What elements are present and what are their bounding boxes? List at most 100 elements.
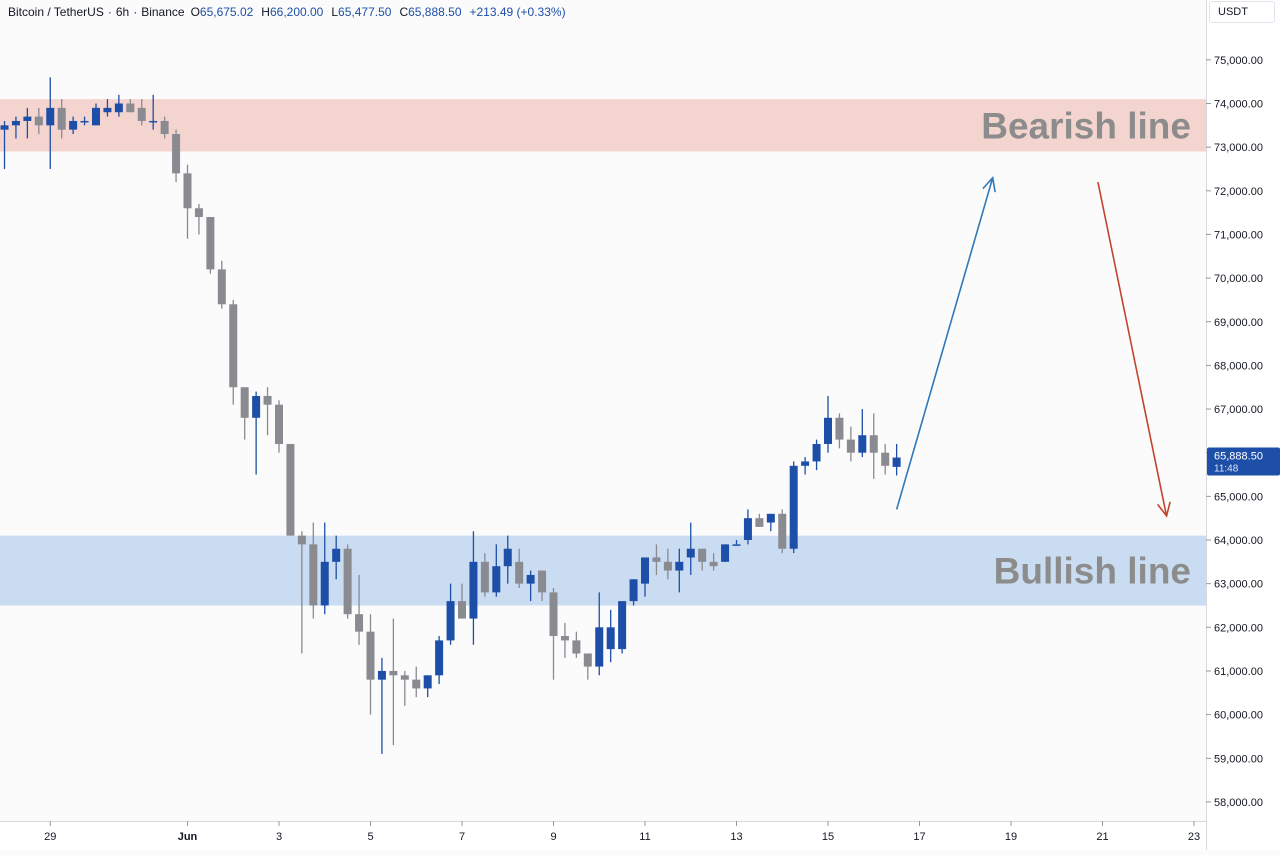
candle-up[interactable] bbox=[812, 439, 821, 471]
arrow-down[interactable] bbox=[1097, 181, 1171, 518]
candle-down[interactable] bbox=[355, 574, 364, 645]
candle-down[interactable] bbox=[583, 653, 592, 680]
candle-down[interactable] bbox=[709, 553, 718, 571]
candle-up[interactable] bbox=[721, 544, 730, 562]
candle-up[interactable] bbox=[766, 513, 775, 532]
candle-down[interactable] bbox=[137, 99, 146, 126]
candle-down[interactable] bbox=[835, 413, 844, 449]
candle-up[interactable] bbox=[892, 443, 901, 476]
candle-body bbox=[515, 561, 524, 584]
candle-down[interactable] bbox=[229, 299, 238, 405]
candle-up[interactable] bbox=[46, 77, 55, 169]
time-axis[interactable] bbox=[0, 821, 1206, 850]
candle-down[interactable] bbox=[183, 164, 192, 239]
candle-up[interactable] bbox=[526, 570, 535, 602]
candle-down[interactable] bbox=[755, 513, 764, 527]
candle-down[interactable] bbox=[172, 129, 181, 183]
candle-down[interactable] bbox=[297, 531, 306, 654]
candle-body bbox=[0, 125, 9, 130]
y-tick-label: 75,000.00 bbox=[1214, 55, 1263, 67]
candle-down[interactable] bbox=[538, 570, 547, 602]
candle-up[interactable] bbox=[606, 609, 615, 663]
candle-up[interactable] bbox=[492, 544, 501, 597]
symbol-name[interactable]: Bitcoin / TetherUS bbox=[8, 5, 104, 19]
candle-body bbox=[824, 417, 832, 444]
candle-down[interactable] bbox=[549, 588, 558, 680]
candle-down[interactable] bbox=[309, 522, 318, 619]
candle-down[interactable] bbox=[194, 203, 203, 235]
candle-down[interactable] bbox=[400, 670, 409, 706]
interval-label[interactable]: 6h bbox=[115, 5, 130, 19]
candle-up[interactable] bbox=[0, 120, 9, 169]
candle-up[interactable] bbox=[423, 675, 432, 698]
candle-down[interactable] bbox=[263, 387, 272, 436]
candle-up[interactable] bbox=[103, 99, 112, 117]
candle-up[interactable] bbox=[11, 116, 20, 139]
y-tick-label: 73,000.00 bbox=[1214, 142, 1263, 154]
candle-down[interactable] bbox=[343, 544, 352, 619]
candle-down[interactable] bbox=[240, 387, 249, 440]
high-value: 66,200.00 bbox=[269, 5, 324, 19]
candle-up[interactable] bbox=[80, 116, 89, 126]
candle-down[interactable] bbox=[778, 509, 787, 554]
candle-down[interactable] bbox=[412, 666, 421, 698]
candle-down[interactable] bbox=[34, 107, 43, 135]
candle-up[interactable] bbox=[743, 509, 752, 545]
candle-up[interactable] bbox=[858, 409, 867, 458]
candle-down[interactable] bbox=[366, 614, 375, 715]
candle-down[interactable] bbox=[652, 544, 661, 575]
candle-down[interactable] bbox=[217, 260, 226, 309]
candle-down[interactable] bbox=[663, 548, 672, 580]
candle-down[interactable] bbox=[389, 618, 398, 746]
candle-body bbox=[526, 574, 535, 584]
candle-up[interactable] bbox=[503, 535, 512, 584]
candle-down[interactable] bbox=[206, 216, 215, 274]
candle-up[interactable] bbox=[641, 557, 649, 597]
y-tick-label: 70,000.00 bbox=[1214, 273, 1263, 285]
candle-down[interactable] bbox=[286, 443, 295, 536]
candle-down[interactable] bbox=[846, 426, 855, 462]
arrow-up[interactable] bbox=[895, 175, 996, 510]
candle-up[interactable] bbox=[675, 548, 684, 593]
candle-up[interactable] bbox=[69, 116, 78, 135]
candle-down[interactable] bbox=[458, 583, 466, 619]
candle-up[interactable] bbox=[824, 395, 832, 453]
candle-body bbox=[80, 120, 89, 123]
candle-up[interactable] bbox=[469, 531, 478, 645]
candle-up[interactable] bbox=[686, 522, 695, 575]
candle-up[interactable] bbox=[92, 103, 100, 126]
candle-up[interactable] bbox=[435, 636, 444, 685]
candle-down[interactable] bbox=[160, 116, 169, 139]
candle-up[interactable] bbox=[252, 391, 261, 475]
candle-up[interactable] bbox=[23, 107, 32, 139]
candle-up[interactable] bbox=[618, 601, 627, 654]
candle-up[interactable] bbox=[332, 535, 341, 580]
candle-down[interactable] bbox=[881, 443, 890, 475]
candle-up[interactable] bbox=[595, 592, 604, 676]
currency-button[interactable]: USDT bbox=[1209, 1, 1275, 23]
candle-up[interactable] bbox=[732, 540, 741, 546]
x-tick-label: 3 bbox=[276, 831, 282, 843]
price-axis[interactable] bbox=[1206, 0, 1280, 850]
candle-up[interactable] bbox=[114, 94, 123, 117]
candle-body bbox=[355, 614, 364, 632]
candle-down[interactable] bbox=[698, 548, 707, 571]
candle-up[interactable] bbox=[149, 94, 158, 130]
candle-up[interactable] bbox=[629, 579, 638, 606]
candle-up[interactable] bbox=[789, 461, 798, 554]
candle-down[interactable] bbox=[560, 622, 569, 658]
candle-down[interactable] bbox=[572, 631, 581, 658]
candle-up[interactable] bbox=[446, 583, 455, 645]
candle-body bbox=[160, 120, 169, 135]
candle-down[interactable] bbox=[275, 400, 283, 453]
candle-down[interactable] bbox=[869, 413, 878, 479]
candle-up[interactable] bbox=[377, 657, 386, 754]
candle-down[interactable] bbox=[480, 553, 489, 597]
candle-down[interactable] bbox=[515, 548, 524, 589]
candle-down[interactable] bbox=[57, 99, 66, 139]
candle-up[interactable] bbox=[320, 522, 329, 615]
candle-up[interactable] bbox=[801, 457, 810, 475]
candle-down[interactable] bbox=[126, 99, 135, 113]
